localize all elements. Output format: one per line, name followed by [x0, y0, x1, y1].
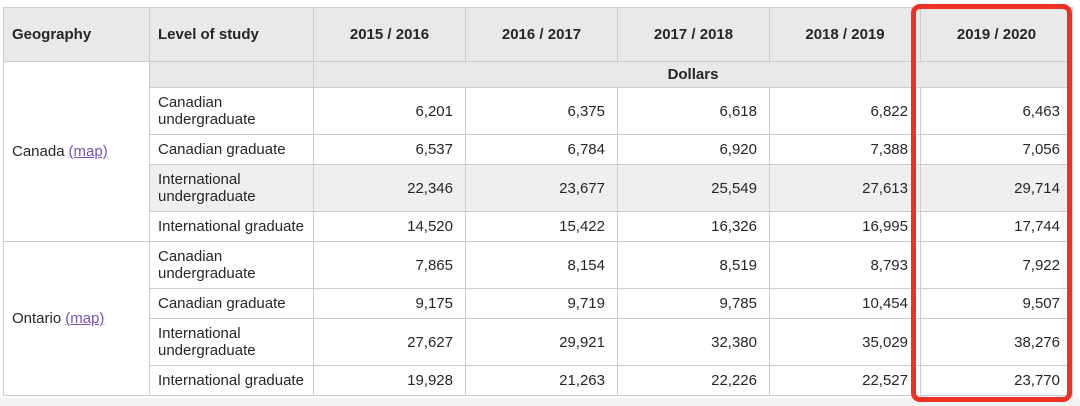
value-cell: 21,263 [465, 365, 618, 396]
footer-strip [0, 398, 1080, 406]
value-cell: 6,537 [313, 134, 466, 165]
value-cell: 9,719 [465, 288, 618, 319]
value-cell: 17,744 [920, 211, 1073, 242]
col-header-geography: Geography [3, 7, 150, 62]
level-cell: Canadian undergraduate [149, 241, 314, 289]
value-cell: 29,714 [920, 164, 1073, 212]
table-row-ontario-cdn-undergrad: Ontario (map) Canadian undergraduate 7,86… [3, 241, 1073, 396]
value-cell: 6,920 [617, 134, 770, 165]
value-cell: 9,785 [617, 288, 770, 319]
value-cell: 6,618 [617, 87, 770, 135]
value-cell: 27,627 [313, 318, 466, 366]
value-cell: 6,784 [465, 134, 618, 165]
value-cell: 6,375 [465, 87, 618, 135]
value-cell: 7,388 [769, 134, 921, 165]
value-cell: 16,995 [769, 211, 921, 242]
value-cell: 15,422 [465, 211, 618, 242]
table-row-canada-cdn-grad: Canadian graduate 6,537 6,784 6,920 7,38… [4, 134, 1073, 165]
tuition-fees-table: Geography Level of study 2015 / 2016 201… [3, 7, 1073, 396]
value-cell: 29,921 [465, 318, 618, 366]
value-cell: 9,507 [920, 288, 1073, 319]
level-cell: Canadian graduate [149, 134, 314, 165]
geography-label-ontario: Ontario [12, 310, 62, 327]
table-row-ontario-intl-undergrad: International undergraduate 27,627 29,92… [4, 318, 1073, 366]
value-cell: 9,175 [313, 288, 466, 319]
value-cell: 22,346 [313, 164, 466, 212]
value-cell: 16,326 [617, 211, 770, 242]
value-cell: 19,928 [313, 365, 466, 396]
value-cell: 6,822 [769, 87, 921, 135]
level-cell: International graduate [149, 211, 314, 242]
level-cell: International graduate [149, 365, 314, 396]
value-cell: 14,520 [313, 211, 466, 242]
value-cell: 10,454 [769, 288, 921, 319]
value-cell: 32,380 [617, 318, 770, 366]
value-cell: 8,154 [465, 241, 618, 289]
level-cell: Canadian graduate [149, 288, 314, 319]
table-row-ontario-intl-grad: International graduate 19,928 21,263 22,… [4, 365, 1073, 396]
level-cell: Canadian undergraduate [149, 87, 314, 135]
value-cell: 23,677 [465, 164, 618, 212]
col-header-level-of-study: Level of study [149, 7, 314, 62]
value-cell: 22,226 [617, 365, 770, 396]
geography-cell-canada: Canada (map) [3, 61, 150, 242]
value-cell: 27,613 [769, 164, 921, 212]
header-row: Geography Level of study 2015 / 2016 201… [3, 7, 1073, 62]
value-cell: 23,770 [920, 365, 1073, 396]
value-cell: 6,201 [313, 87, 466, 135]
map-link-canada[interactable]: (map) [68, 143, 108, 160]
table-row-ontario-cdn-grad: Canadian graduate 9,175 9,719 9,785 10,4… [4, 288, 1073, 319]
value-cell: 38,276 [920, 318, 1073, 366]
level-cell: International undergraduate [149, 318, 314, 366]
value-cell: 8,793 [769, 241, 921, 289]
table-row-canada-intl-grad: International graduate 14,520 15,422 16,… [4, 211, 1073, 242]
col-header-2018-2019: 2018 / 2019 [769, 7, 921, 62]
level-cell: International undergraduate [149, 164, 314, 212]
unit-label-cell: Dollars [313, 61, 1073, 88]
value-cell: 25,549 [617, 164, 770, 212]
value-cell: 7,922 [920, 241, 1073, 289]
col-header-2017-2018: 2017 / 2018 [617, 7, 770, 62]
geography-cell-ontario: Ontario (map) [3, 241, 150, 396]
value-cell: 8,519 [617, 241, 770, 289]
table-row-canada-intl-undergrad: International undergraduate 22,346 23,67… [4, 164, 1073, 212]
table-row-canada-cdn-undergrad: Canadian undergraduate 6,201 6,375 6,618… [4, 87, 1073, 135]
value-cell: 7,865 [313, 241, 466, 289]
geography-label-canada: Canada [12, 143, 65, 160]
col-header-2015-2016: 2015 / 2016 [313, 7, 466, 62]
value-cell: 7,056 [920, 134, 1073, 165]
value-cell: 35,029 [769, 318, 921, 366]
map-link-ontario[interactable]: (map) [65, 310, 105, 327]
unit-row-empty-cell [149, 61, 314, 88]
value-cell: 6,463 [920, 87, 1073, 135]
col-header-2019-2020: 2019 / 2020 [920, 7, 1073, 62]
value-cell: 22,527 [769, 365, 921, 396]
unit-row: Canada (map) Dollars [3, 61, 1073, 242]
col-header-2016-2017: 2016 / 2017 [465, 7, 618, 62]
